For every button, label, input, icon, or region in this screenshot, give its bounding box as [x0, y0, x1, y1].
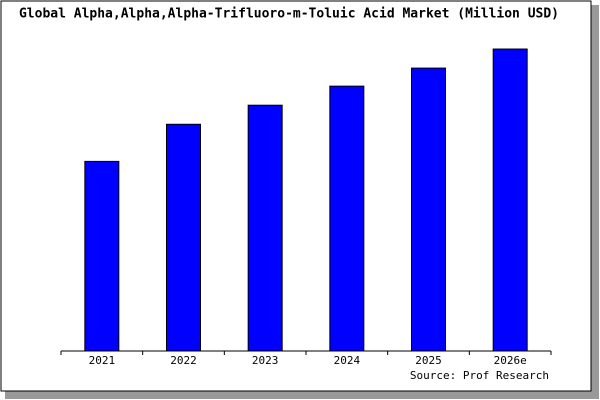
chart-title: Global Alpha,Alpha,Alpha-Trifluoro-m-Tol…	[19, 7, 559, 22]
x-tick-label: 2022	[170, 354, 197, 367]
bar	[492, 48, 528, 352]
x-tick-label: 2023	[252, 354, 279, 367]
x-tick-label: 2026e	[494, 354, 527, 367]
bar	[329, 85, 365, 352]
x-tick-label: 2024	[334, 354, 361, 367]
plot: Global Alpha,Alpha,Alpha-Trifluoro-m-Tol…	[19, 7, 559, 368]
bar	[247, 104, 283, 352]
x-tick-label: 2021	[89, 354, 116, 367]
source: Source: Prof Research	[410, 369, 549, 382]
bar	[166, 123, 201, 352]
x-tick-label: 2025	[415, 354, 442, 367]
bar	[411, 67, 446, 352]
bar	[84, 160, 120, 352]
